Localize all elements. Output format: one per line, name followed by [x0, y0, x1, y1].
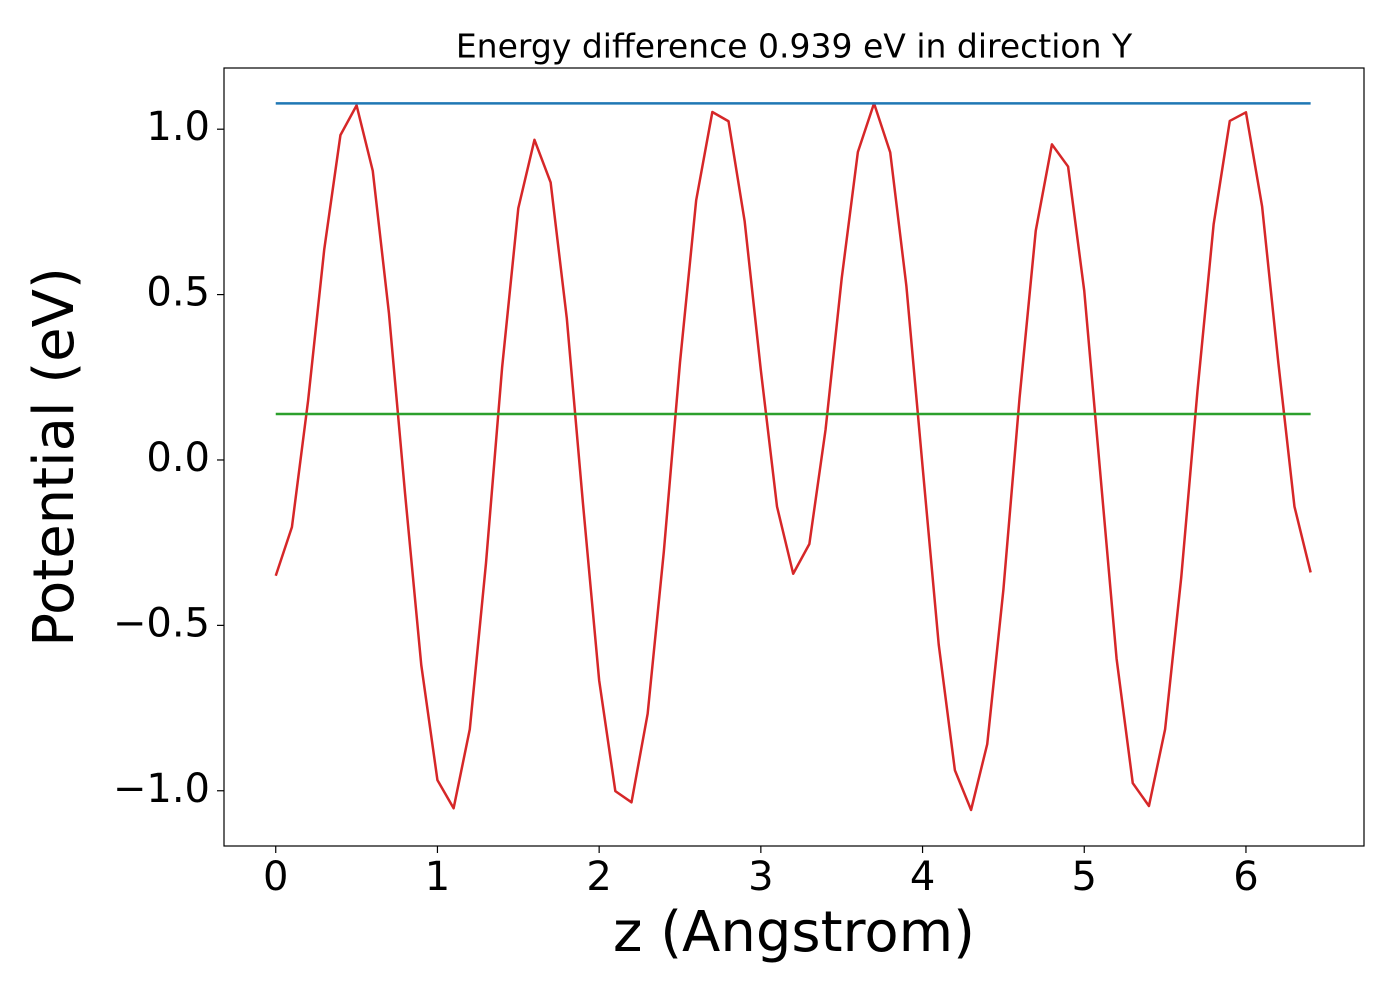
x-tick-label: 0: [263, 854, 288, 900]
y-tick-label: −0.5: [113, 600, 210, 646]
plot-frame: [223, 67, 1365, 847]
x-tick-label: 6: [1233, 854, 1258, 900]
y-tick-label: 1.0: [146, 104, 210, 150]
x-tick-label: 4: [910, 854, 935, 900]
chart-title: Energy difference 0.939 eV in direction …: [456, 27, 1133, 66]
y-tick-label: 0.5: [146, 270, 210, 316]
y-tick-label: 0.0: [146, 435, 210, 481]
x-axis-label: z (Angstrom): [613, 900, 975, 965]
y-axis-label: Potential (eV): [22, 267, 87, 647]
x-tick-label: 3: [748, 854, 773, 900]
data-line: [274, 102, 1312, 812]
x-tick-label: 5: [1072, 854, 1097, 900]
x-tick-label: 1: [425, 854, 450, 900]
x-tick-label: 2: [586, 854, 611, 900]
y-tick-label: −1.0: [113, 766, 210, 812]
